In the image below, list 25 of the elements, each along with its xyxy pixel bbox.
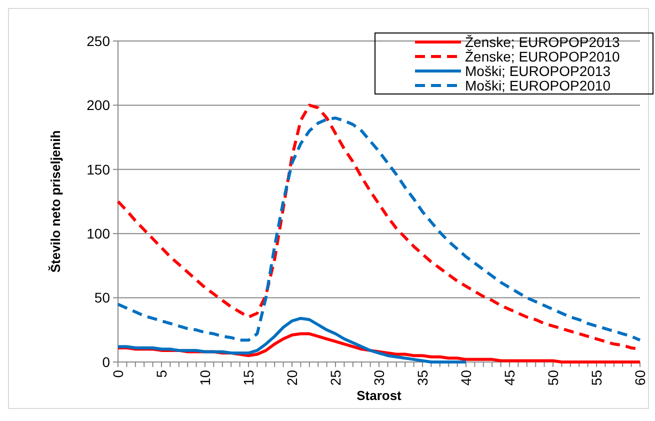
y-tick-label: 50 — [94, 290, 110, 306]
x-tick-label: 30 — [370, 370, 387, 386]
legend-label: Moški; EUROPOP2013 — [465, 62, 611, 79]
x-tick-label: 55 — [588, 370, 604, 386]
y-axis-title: Število neto priseljenih — [48, 130, 63, 273]
x-axis-title: Starost — [356, 388, 402, 403]
y-tick-label: 250 — [86, 32, 110, 49]
x-tick-label: 35 — [414, 370, 430, 386]
y-tick-label: 200 — [86, 97, 110, 114]
line-series — [116, 316, 468, 364]
legend-label: Ženske; EUROPOP2010 — [465, 48, 620, 64]
x-tick-label: 60 — [632, 370, 648, 386]
y-tick-label: 150 — [86, 161, 110, 178]
x-tick-label: 25 — [327, 370, 344, 386]
y-tick-label: 100 — [86, 226, 110, 242]
x-tick-label: 50 — [544, 370, 561, 386]
x-tick-label: 5 — [153, 370, 170, 378]
x-tick-label: 40 — [458, 370, 474, 386]
x-tick-label: 15 — [240, 370, 256, 386]
x-tick-label: 20 — [284, 370, 300, 386]
legend-label: Ženske; EUROPOP2013 — [465, 34, 620, 50]
x-tick-label: 45 — [501, 370, 518, 386]
x-tick-label: 0 — [110, 370, 126, 378]
x-tick-label: 10 — [196, 370, 213, 386]
legend-label: Moški; EUROPOP2010 — [465, 77, 611, 94]
